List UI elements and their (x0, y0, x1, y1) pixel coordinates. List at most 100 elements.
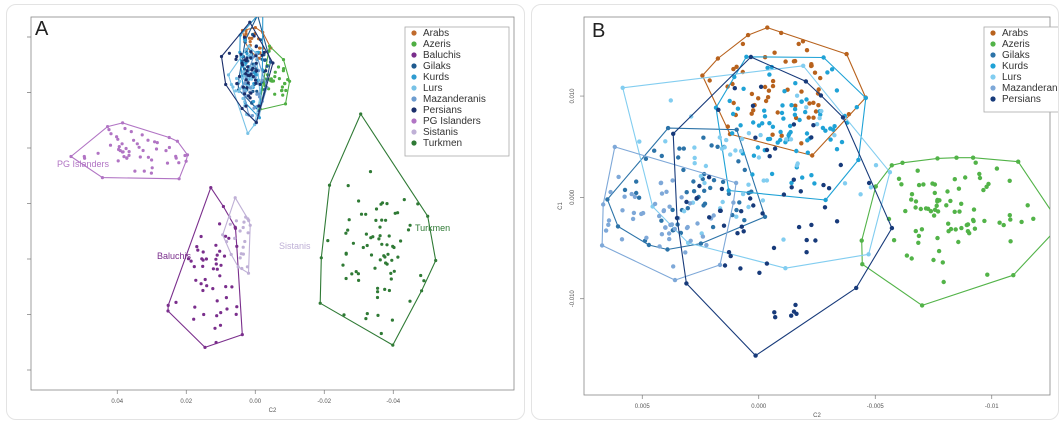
point-baluchis (233, 226, 238, 230)
point-mazanderanis (257, 95, 262, 99)
point-persians (735, 231, 740, 236)
point-azeris (941, 279, 946, 285)
point-kurds (780, 103, 785, 108)
point-pg-islanders (149, 171, 153, 175)
point-mazanderanis (711, 213, 716, 218)
legend-marker-turkmen (411, 140, 417, 146)
point-turkmen (374, 218, 378, 222)
point-arabs (715, 56, 721, 61)
point-mazanderanis (630, 216, 636, 222)
point-lurs (804, 105, 809, 110)
point-pg-islanders (125, 156, 129, 160)
point-baluchis (196, 248, 200, 252)
point-azeris (932, 190, 937, 196)
point-pg-islanders (109, 132, 113, 136)
point-kurds (767, 72, 772, 77)
point-turkmen (319, 256, 323, 260)
point-mazanderanis (616, 174, 621, 180)
point-baluchis (199, 282, 203, 286)
point-pg-islanders (174, 154, 178, 158)
point-mazanderanis (667, 204, 672, 209)
point-lurs (866, 252, 871, 257)
legend-box (404, 26, 510, 157)
point-turkmen (396, 211, 400, 215)
legend-item-pg-islanders: PG Islanders (423, 116, 481, 127)
point-kurds (730, 131, 735, 136)
point-turkmen (342, 313, 346, 317)
point-persians (674, 215, 680, 221)
x-tick-label: 0.000 (751, 404, 767, 410)
legend-marker-baluchis (411, 52, 417, 58)
point-mazanderanis (252, 106, 256, 110)
point-mazanderanis (663, 225, 668, 230)
x-tick-label: -0.005 (867, 404, 885, 410)
point-persians (245, 86, 249, 90)
point-arabs (770, 83, 776, 89)
point-kurds (787, 131, 792, 137)
point-azeris (270, 79, 274, 83)
point-persians (242, 35, 247, 39)
legend-item-lurs: Lurs (1002, 72, 1021, 83)
point-turkmen (380, 218, 384, 222)
contour-lurs (622, 65, 891, 269)
point-arabs (250, 36, 254, 40)
point-pg-islanders (184, 159, 188, 163)
point-baluchis (201, 250, 205, 254)
point-lurs (760, 198, 766, 203)
point-arabs (799, 141, 804, 146)
point-azeris (944, 203, 949, 208)
point-gilaks (643, 156, 649, 161)
point-lurs (784, 137, 789, 142)
point-mazanderanis (671, 264, 676, 269)
point-azeris (932, 207, 938, 212)
point-gilaks (702, 188, 707, 193)
point-kurds (805, 150, 810, 155)
legend-item-persians: Persians (1002, 94, 1041, 105)
point-lurs (734, 214, 739, 219)
point-gilaks (708, 185, 713, 191)
point-baluchis (203, 345, 207, 349)
point-arabs (749, 111, 754, 116)
point-gilaks (711, 178, 717, 183)
point-persians (227, 51, 231, 55)
point-pg-islanders (115, 135, 119, 139)
panel-letter: A (35, 18, 49, 40)
point-baluchis (192, 265, 196, 269)
point-sistanis (236, 265, 240, 269)
point-kurds (792, 112, 798, 118)
point-azeris (283, 82, 287, 86)
point-arabs (779, 30, 784, 36)
point-lurs (241, 70, 245, 74)
point-azeris (977, 171, 982, 177)
point-baluchis (194, 278, 198, 282)
point-gilaks (605, 197, 610, 202)
legend-marker-arabs (990, 30, 996, 36)
point-turkmen (368, 170, 373, 174)
point-kurds (828, 137, 833, 142)
point-baluchis (218, 274, 222, 278)
point-azeris (946, 229, 951, 234)
point-azeris (1001, 222, 1006, 228)
point-mazanderanis (679, 195, 684, 200)
point-arabs (783, 59, 788, 64)
point-persians (706, 175, 712, 180)
point-persians (741, 229, 746, 234)
point-arabs (811, 100, 816, 106)
point-persians (804, 237, 809, 243)
point-persians (750, 103, 756, 109)
point-persians (771, 245, 777, 251)
point-lurs (692, 145, 697, 150)
point-azeris (1008, 239, 1013, 244)
point-lurs (794, 93, 800, 98)
point-lurs (241, 96, 245, 101)
point-mazanderanis (601, 202, 606, 207)
point-azeris (921, 182, 926, 187)
point-sistanis (229, 252, 233, 257)
point-pg-islanders (117, 145, 121, 149)
point-azeris (967, 231, 972, 236)
point-turkmen (365, 312, 369, 316)
point-baluchis (189, 259, 193, 263)
point-kurds (732, 74, 737, 80)
point-persians (264, 69, 268, 73)
point-sistanis (238, 256, 242, 260)
